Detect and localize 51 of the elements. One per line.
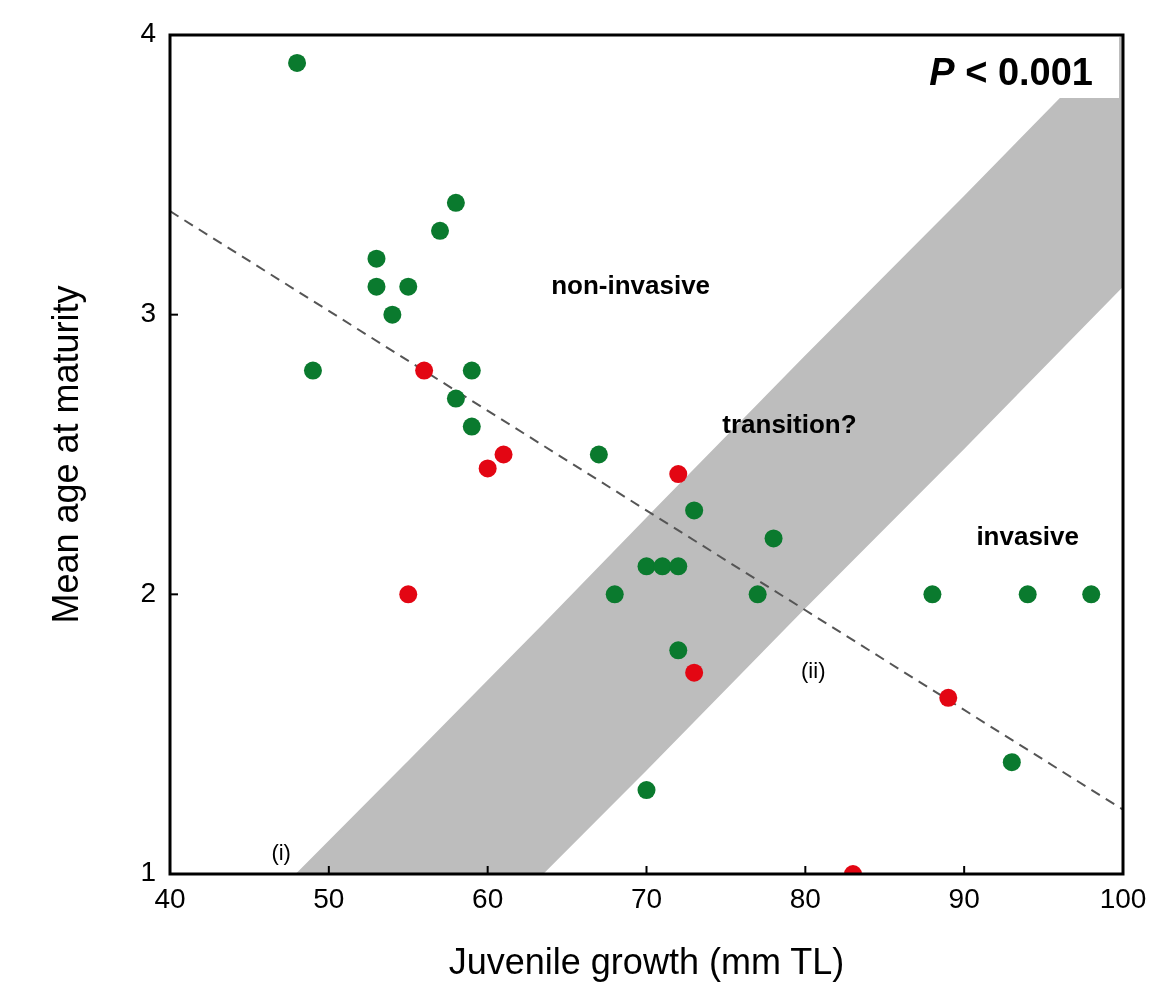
point — [494, 445, 513, 464]
annotation: transition? — [722, 409, 857, 440]
point — [685, 501, 704, 520]
point — [605, 585, 624, 604]
x-tick-label: 90 — [948, 883, 980, 914]
point — [288, 53, 307, 72]
point — [669, 465, 688, 484]
x-tick-label: 60 — [472, 883, 504, 914]
point — [764, 529, 783, 548]
point — [1082, 585, 1101, 604]
annotation: non-invasive — [551, 269, 711, 300]
point — [669, 557, 688, 576]
point — [399, 585, 418, 604]
point — [367, 249, 386, 268]
point — [462, 361, 481, 380]
point — [637, 557, 656, 576]
point — [589, 445, 608, 464]
point — [431, 221, 450, 240]
point — [923, 585, 942, 604]
annotation: (i) — [271, 840, 291, 866]
point — [399, 277, 418, 296]
point — [748, 585, 767, 604]
point — [446, 389, 465, 408]
point — [669, 641, 688, 660]
point — [1002, 753, 1021, 772]
y-tick-label: 3 — [140, 297, 156, 329]
annotation: (ii) — [801, 658, 826, 684]
point — [1018, 585, 1037, 604]
x-tick-label: 70 — [630, 883, 663, 914]
point — [367, 277, 386, 296]
y-axis-title: Mean age at maturity — [45, 285, 86, 624]
point — [446, 193, 465, 212]
point — [303, 361, 322, 380]
point — [462, 417, 481, 436]
point — [415, 361, 434, 380]
x-tick-label: 100 — [1099, 883, 1147, 914]
x-tick-label: 40 — [154, 883, 186, 914]
point — [685, 663, 704, 682]
point — [653, 557, 672, 576]
annotation: invasive — [976, 521, 1080, 552]
y-tick-label: 2 — [140, 576, 156, 608]
x-tick-label: 80 — [789, 883, 821, 914]
y-tick-label: 4 — [140, 17, 156, 49]
annotation: P < 0.001 — [929, 51, 1093, 93]
point — [939, 688, 958, 707]
point — [383, 305, 402, 324]
x-tick-label: 50 — [313, 883, 345, 914]
point — [637, 781, 656, 800]
x-axis-title: Juvenile growth (mm TL) — [448, 941, 845, 982]
point — [478, 459, 497, 478]
y-tick-label: 1 — [140, 856, 156, 888]
